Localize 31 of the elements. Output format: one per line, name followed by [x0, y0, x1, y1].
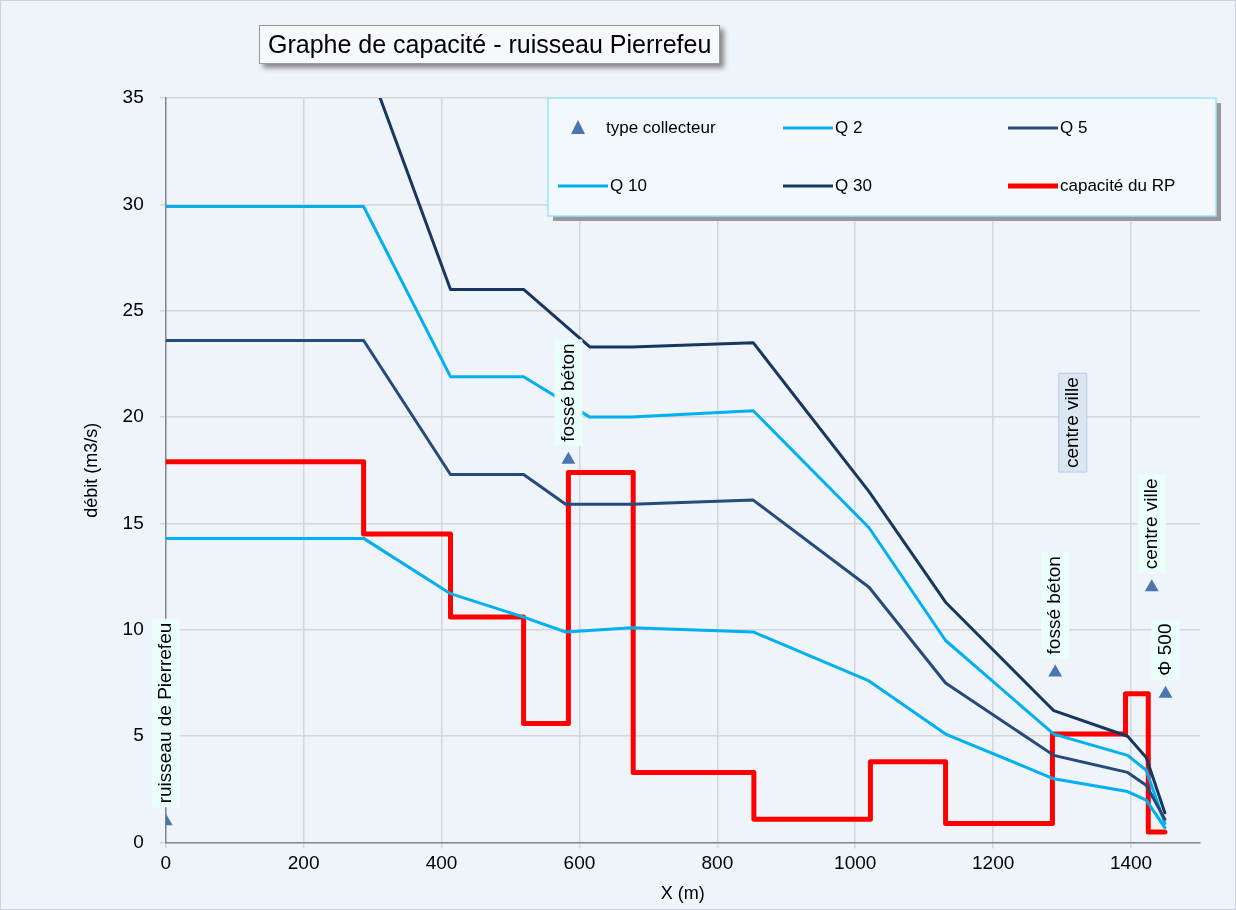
data-label: fossé béton: [1043, 556, 1065, 655]
legend-label: Q 5: [1060, 117, 1088, 137]
legend-label: type collecteur: [606, 117, 716, 137]
chart-title: Graphe de capacité - ruisseau Pierrefeu: [259, 25, 721, 64]
y-tick-label: 35: [122, 86, 144, 108]
x-axis-title: X (m): [660, 883, 705, 904]
data-label: centre ville: [1139, 478, 1161, 570]
x-tick-label: 1200: [972, 852, 1015, 874]
legend-label: capacité du RP: [1060, 175, 1176, 195]
x-tick-label: 0: [160, 852, 172, 874]
legend-label: Q 2: [835, 117, 863, 137]
data-label: Φ 500: [1153, 623, 1175, 676]
x-tick-label: 1000: [834, 852, 877, 874]
y-tick-label: 0: [133, 830, 144, 852]
data-label: fossé béton: [556, 343, 578, 442]
annotation: centre ville: [1061, 377, 1083, 469]
x-tick-label: 600: [563, 852, 596, 874]
y-tick-label: 10: [122, 618, 144, 640]
y-tick-label: 25: [122, 298, 144, 320]
y-tick-label: 30: [122, 192, 144, 214]
legend-label: Q 30: [835, 175, 872, 195]
x-tick-label: 400: [425, 852, 458, 874]
data-label: ruisseau de Pierrefeu: [153, 622, 175, 804]
y-tick-label: 5: [133, 724, 144, 746]
y-axis-title: débit (m3/s): [80, 422, 101, 518]
x-tick-label: 800: [701, 852, 734, 874]
y-tick-label: 15: [122, 511, 144, 533]
legend-label: Q 10: [610, 175, 647, 195]
x-tick-label: 1400: [1109, 852, 1153, 874]
y-tick-label: 20: [122, 405, 144, 427]
x-tick-label: 200: [287, 852, 320, 874]
